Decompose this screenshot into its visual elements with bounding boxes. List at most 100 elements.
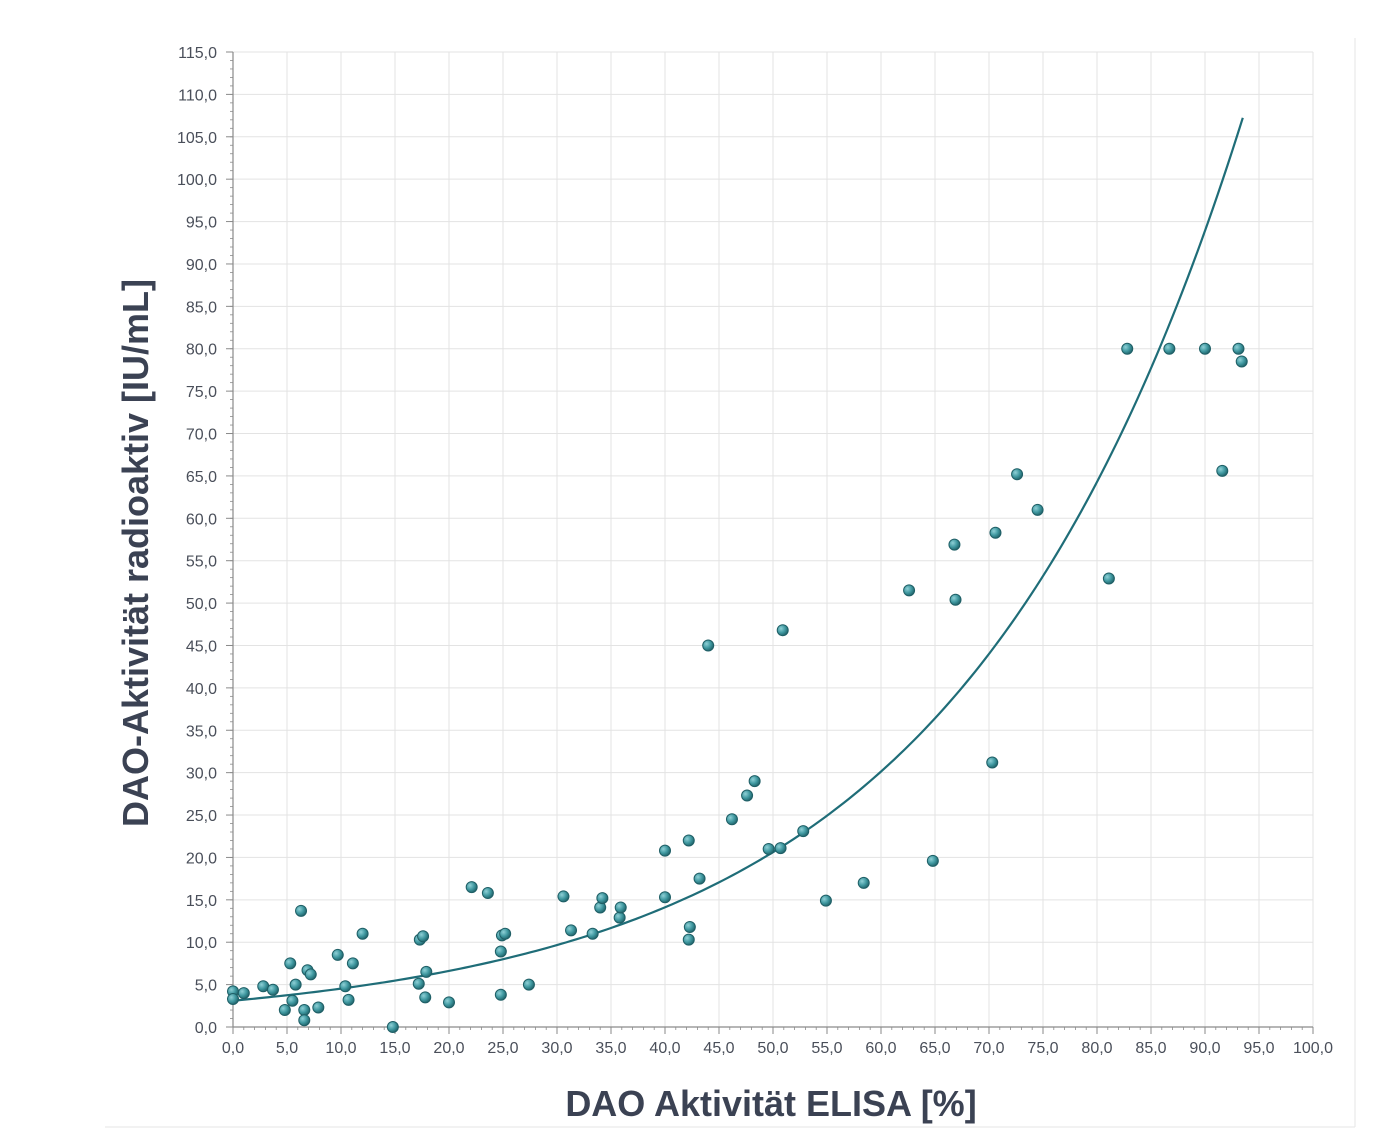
x-tick-label: 55,0: [811, 1040, 842, 1057]
y-tick-label: 80,0: [186, 342, 217, 359]
y-tick-label: 45,0: [186, 638, 217, 655]
y-tick-label: 25,0: [186, 808, 217, 825]
data-point: [522, 978, 535, 991]
data-point: [494, 988, 507, 1001]
data-point: [683, 920, 696, 933]
data-point: [949, 593, 962, 606]
y-tick-label: 30,0: [186, 766, 217, 783]
x-tick-label: 5,0: [276, 1040, 298, 1057]
y-tick-label: 75,0: [186, 384, 217, 401]
data-point: [1235, 355, 1248, 368]
y-tick-label: 50,0: [186, 596, 217, 613]
x-tick-label: 35,0: [595, 1040, 626, 1057]
y-tick-label: 0,0: [195, 1020, 217, 1037]
data-point: [1102, 572, 1115, 585]
data-point: [1163, 342, 1176, 355]
data-point: [412, 977, 425, 990]
data-point: [1121, 342, 1134, 355]
data-point: [797, 825, 810, 838]
data-point: [586, 927, 599, 940]
gridlines: [233, 51, 1314, 1027]
data-point: [356, 927, 369, 940]
data-point: [465, 881, 478, 894]
data-point: [702, 639, 715, 652]
data-point: [989, 526, 1002, 539]
data-point: [693, 872, 706, 885]
x-tick-label: 40,0: [649, 1040, 680, 1057]
data-point: [565, 924, 578, 937]
data-point: [1232, 342, 1245, 355]
y-tick-label: 40,0: [186, 681, 217, 698]
x-tick-label: 10,0: [325, 1040, 356, 1057]
data-point: [659, 891, 671, 904]
data-point: [1216, 464, 1229, 477]
data-point: [298, 1004, 311, 1017]
data-point: [819, 894, 832, 907]
x-tick-label: 15,0: [379, 1040, 410, 1057]
y-tick-label: 55,0: [186, 554, 217, 571]
data-point: [614, 901, 627, 914]
data-point: [298, 1014, 311, 1027]
data-point: [774, 842, 787, 855]
data-point: [417, 930, 430, 943]
x-tick-label: 100,0: [1293, 1040, 1333, 1057]
x-tick-label: 95,0: [1243, 1040, 1274, 1057]
data-point: [386, 1021, 399, 1033]
data-point: [596, 892, 609, 905]
y-tick-label: 5,0: [195, 978, 217, 995]
y-tick-label: 100,0: [177, 172, 217, 189]
y-tick-label: 70,0: [186, 427, 217, 444]
data-point: [312, 1001, 325, 1014]
y-tick-label: 85,0: [186, 299, 217, 316]
data-point: [903, 584, 916, 597]
data-point: [725, 813, 738, 826]
y-tick-label: 105,0: [177, 130, 217, 147]
data-point: [227, 993, 239, 1006]
data-point: [266, 983, 279, 996]
data-point: [741, 789, 754, 802]
x-tick-label: 30,0: [541, 1040, 572, 1057]
x-tick-label: 20,0: [433, 1040, 464, 1057]
data-point: [286, 994, 299, 1007]
x-tick-label: 45,0: [703, 1040, 734, 1057]
data-point: [289, 978, 302, 991]
data-point: [857, 876, 870, 889]
y-tick-label: 90,0: [186, 257, 217, 274]
x-tick-label: 25,0: [487, 1040, 518, 1057]
y-axis-title: DAO-Aktivität radioaktiv [IU/mL]: [115, 279, 156, 827]
data-point: [342, 993, 355, 1006]
y-tick-label: 10,0: [186, 935, 217, 952]
axes: [226, 51, 1314, 1034]
data-point: [1199, 342, 1211, 355]
y-tick-label: 35,0: [186, 723, 217, 740]
x-tick-label: 65,0: [919, 1040, 950, 1057]
data-point: [948, 538, 961, 551]
data-point: [682, 834, 695, 847]
trendline: [232, 117, 1244, 1002]
data-point: [331, 948, 344, 961]
x-tick-label: 90,0: [1189, 1040, 1220, 1057]
data-point: [346, 957, 359, 970]
x-tick-label: 85,0: [1135, 1040, 1166, 1057]
data-point: [339, 980, 352, 993]
data-point: [776, 624, 789, 637]
data-points: [227, 342, 1248, 1033]
y-tick-label: 110,0: [178, 87, 217, 104]
y-tick-label: 115,0: [178, 45, 217, 62]
y-tick-label: 65,0: [186, 469, 217, 486]
data-point: [762, 842, 775, 855]
data-point: [481, 887, 494, 900]
data-point: [284, 957, 297, 970]
data-point: [443, 996, 455, 1009]
data-point: [1011, 468, 1024, 481]
data-point: [659, 844, 671, 857]
data-point: [494, 945, 507, 958]
y-tick-label: 60,0: [186, 511, 217, 528]
data-point: [613, 911, 626, 924]
tick-labels: 0,0 5,0 10,0 15,0 20,0 25,0 30,0 35,0 40,0 45,0 50…: [177, 45, 1333, 1057]
data-point: [278, 1004, 291, 1017]
x-axis-title: DAO Aktivität ELISA [%]: [565, 1083, 976, 1124]
x-tick-label: 80,0: [1081, 1040, 1112, 1057]
data-point: [419, 991, 432, 1004]
